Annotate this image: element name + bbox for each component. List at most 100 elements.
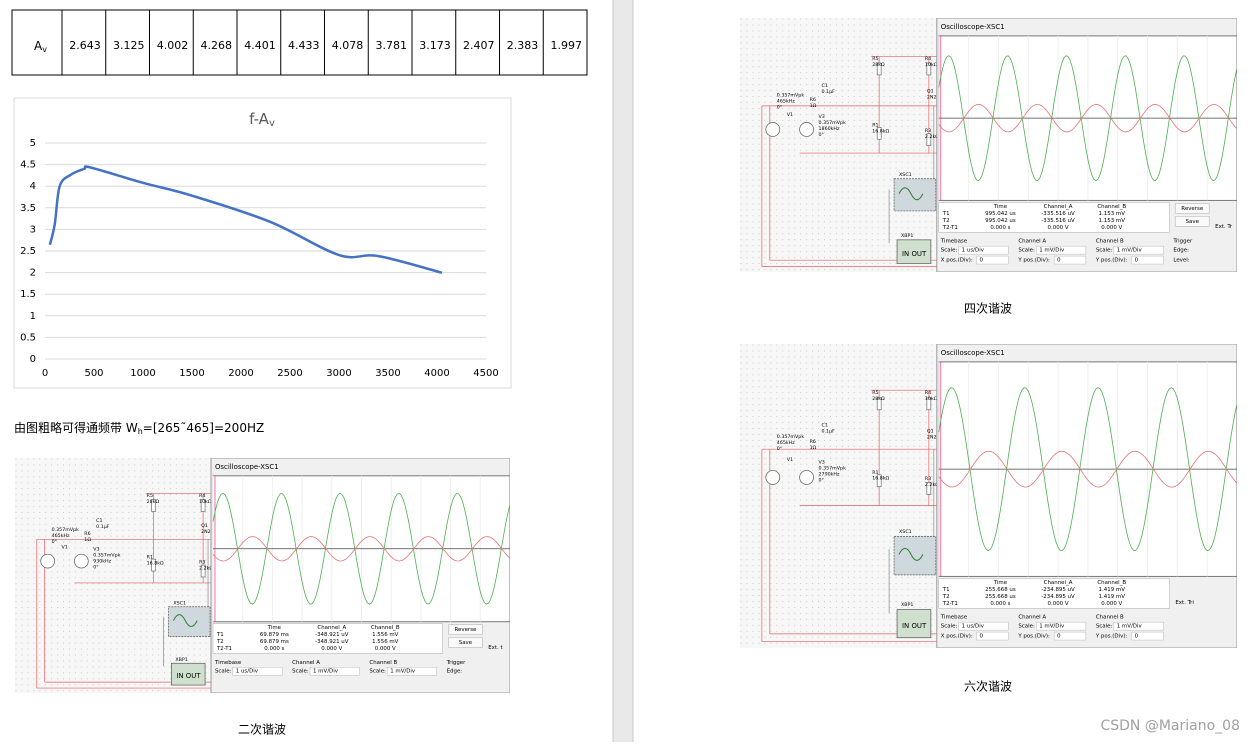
component-label: XBP1 <box>901 602 913 608</box>
table-cell: 3.781 <box>376 39 408 52</box>
readout-row-label: T2-T1 <box>216 646 232 652</box>
component-label: R4 <box>199 493 205 499</box>
input-box[interactable] <box>387 667 437 676</box>
resistor <box>926 482 932 495</box>
channel-b-trace <box>938 55 1237 182</box>
component-label: 1860kHz <box>819 126 840 132</box>
component-label: R1 <box>872 123 878 129</box>
component-label: 2N2 <box>201 529 211 535</box>
instrument-icon <box>172 614 198 628</box>
component-label: Q1 <box>927 88 934 94</box>
readout-header: Channel_A <box>1044 204 1073 210</box>
x-tick-label: 1000 <box>130 368 155 379</box>
readout-value: 0.000 V <box>321 646 342 652</box>
input-box[interactable] <box>1131 255 1164 265</box>
input-box[interactable] <box>232 667 283 676</box>
readout-row-label: T2 <box>216 639 224 645</box>
control-heading: Timebase <box>214 660 242 666</box>
control-label: Y pos.(Div): <box>1095 634 1128 640</box>
input-box[interactable] <box>1113 245 1164 255</box>
component-label: XSC1 <box>899 529 912 535</box>
readout-value: 69.879 ms <box>260 639 289 645</box>
resistor <box>876 127 882 140</box>
button[interactable] <box>1175 203 1210 214</box>
control-heading: Trigger <box>1172 239 1193 245</box>
component-label: V1 <box>787 112 793 118</box>
readout-row-label: T2-T1 <box>942 225 958 231</box>
resistor <box>876 397 882 411</box>
input-box[interactable] <box>976 255 1009 265</box>
y-tick-label: 1 <box>30 311 36 322</box>
readout-value: 0.000 s <box>990 601 1010 607</box>
button-label: Reverse <box>1181 206 1204 212</box>
input-box[interactable] <box>1113 621 1164 631</box>
input-box[interactable] <box>958 245 1009 255</box>
table-cell: 3.125 <box>113 39 145 52</box>
x-tick-label: 3500 <box>375 368 400 379</box>
input-box[interactable] <box>958 621 1009 631</box>
input-box[interactable] <box>1053 631 1087 641</box>
readout-value: 1.556 mV <box>372 639 399 645</box>
simulation-screenshot: R528kΩR410kΩC10.1µFR61Ω0.357mVpk465kHz0°… <box>740 344 1237 648</box>
button[interactable] <box>448 637 483 648</box>
readout-value: -234.895 uV <box>1041 594 1075 600</box>
control-label: Scale: <box>941 248 958 254</box>
channel-a-trace <box>938 103 1237 133</box>
component-label: 16.8kΩ <box>872 476 889 482</box>
component-label: R4 <box>925 56 931 62</box>
component-label: R5 <box>872 56 878 62</box>
channel-a-trace <box>938 450 1237 488</box>
component-label: 28kΩ <box>872 396 885 402</box>
component-label: 0.357mVpk <box>93 553 120 559</box>
readout-value: 1.419 mV <box>1099 587 1126 593</box>
component-label: V3 <box>819 114 825 120</box>
control-heading: Timebase <box>940 615 968 621</box>
control-heading: Channel A <box>1018 615 1046 621</box>
readout-row-label: T2 <box>942 594 950 600</box>
chart-title: f-Av <box>249 110 275 130</box>
channel-b-trace <box>212 492 510 605</box>
readout-value: 1.153 mV <box>1099 211 1126 217</box>
readout-value: 0.000 s <box>990 225 1010 231</box>
row-label-sub: v <box>42 45 47 54</box>
figure-caption: 六次谐波 <box>964 680 1012 694</box>
control-heading: Timebase <box>940 239 968 245</box>
ext-label: Ext. t <box>488 645 502 651</box>
control-label: Edge: <box>447 669 463 675</box>
component-label: R1 <box>147 555 153 561</box>
component-label: R5 <box>147 493 153 499</box>
component-label: 0° <box>52 539 57 545</box>
control-value: 0 <box>980 258 984 264</box>
row-label: Av <box>34 39 47 54</box>
paragraph-text: =[265˜465]=200HZ <box>143 421 264 435</box>
resistor <box>151 499 156 512</box>
input-box[interactable] <box>1036 245 1087 255</box>
button[interactable] <box>1175 216 1210 227</box>
ext-label: Ext. Tri <box>1175 600 1194 606</box>
component-label: 0° <box>819 132 824 138</box>
readout-value: -348.921 uV <box>315 639 349 645</box>
y-tick-label: 5 <box>30 138 36 149</box>
input-box[interactable] <box>976 631 1009 641</box>
input-box[interactable] <box>1053 255 1087 265</box>
input-box[interactable] <box>1036 621 1087 631</box>
component-label: 28kΩ <box>872 62 885 68</box>
table-cell: 4.002 <box>157 39 189 52</box>
scope-title: Oscilloscope-XSC1 <box>215 463 279 471</box>
component-label: R3 <box>925 476 931 482</box>
input-box[interactable] <box>1131 631 1164 641</box>
readout-value: 1.419 mV <box>1099 594 1126 600</box>
component-label: V1 <box>787 457 793 463</box>
component-label: 10kΩ <box>925 396 938 402</box>
row-label-main: A <box>34 39 43 53</box>
source <box>40 553 55 569</box>
readout-header: Channel_B <box>1097 580 1126 586</box>
y-tick-label: 3 <box>30 224 36 235</box>
component-label: C1 <box>96 518 102 524</box>
component-label: 465kHz <box>777 440 795 446</box>
chart-title-main: f-A <box>249 110 270 128</box>
input-box[interactable] <box>309 667 360 676</box>
button[interactable] <box>448 624 483 635</box>
y-tick-label: 0 <box>30 354 36 365</box>
component-label: 2790kHz <box>819 471 840 477</box>
